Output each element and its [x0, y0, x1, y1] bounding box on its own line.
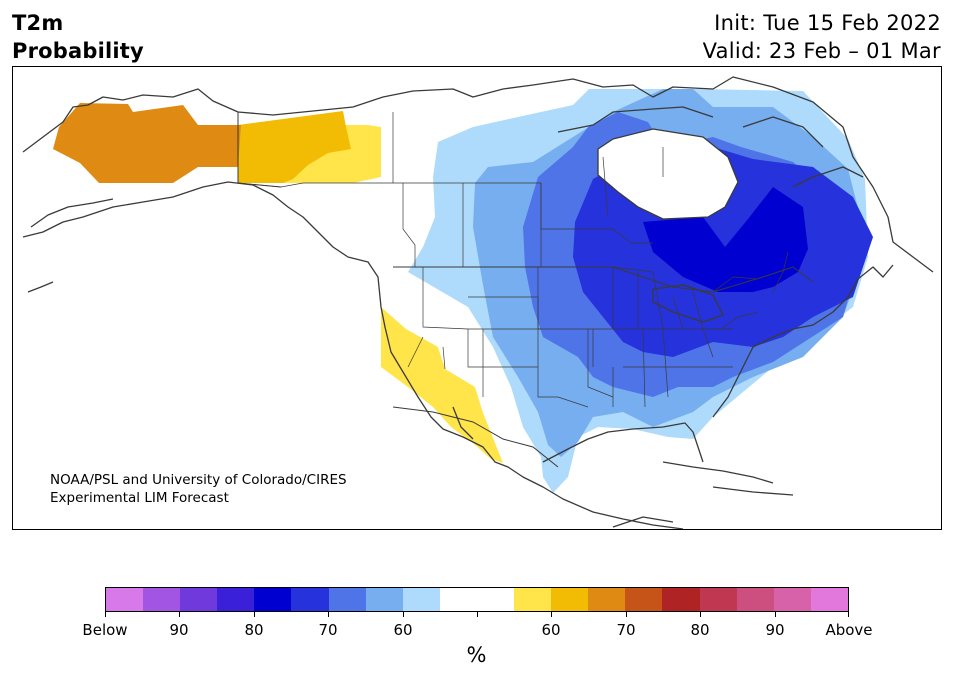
colorbar-swatch	[440, 588, 477, 611]
title-line-1: T2m	[12, 9, 144, 37]
colorbar-swatch	[180, 588, 217, 611]
colorbar-swatch	[254, 588, 291, 611]
colorbar-swatch	[662, 588, 699, 611]
colorbar-tick	[775, 612, 776, 617]
colorbar-tick	[254, 612, 255, 617]
above-65-70-area	[53, 103, 241, 183]
colorbar-swatch	[774, 588, 811, 611]
colorbar-swatch	[700, 588, 737, 611]
colorbar-swatch	[143, 588, 180, 611]
colorbar-swatch	[625, 588, 662, 611]
colorbar-tick-labels: Below9080706060708090Above	[105, 621, 849, 641]
colorbar-swatch	[217, 588, 254, 611]
probability-map	[13, 67, 942, 530]
colorbar-tick-label: Below	[82, 621, 127, 639]
colorbar-tick	[848, 612, 849, 617]
colorbar-swatch	[403, 588, 440, 611]
colorbar-tick	[328, 612, 329, 617]
map-panel: NOAA/PSL and University of Colorado/CIRE…	[12, 66, 942, 530]
credit-line-2: Experimental LIM Forecast	[50, 489, 347, 507]
credit-text: NOAA/PSL and University of Colorado/CIRE…	[50, 471, 347, 507]
colorbar	[105, 587, 849, 612]
colorbar-tick-label: 90	[169, 621, 188, 639]
colorbar-swatch	[106, 588, 143, 611]
colorbar-tick-label: 80	[244, 621, 263, 639]
forecast-dates: Init: Tue 15 Feb 2022 Valid: 23 Feb – 01…	[703, 9, 941, 65]
colorbar-tick-label: Above	[825, 621, 872, 639]
colorbar-tick	[551, 612, 552, 617]
colorbar-tick	[179, 612, 180, 617]
colorbar-unit-label: %	[0, 643, 953, 667]
colorbar-tick	[105, 612, 106, 617]
colorbar-tick-label: 70	[616, 621, 635, 639]
colorbar-tick-label: 60	[393, 621, 412, 639]
colorbar-swatch	[588, 588, 625, 611]
colorbar-tick	[403, 612, 404, 617]
colorbar-swatch	[477, 588, 514, 611]
map-title: T2m Probability	[12, 9, 144, 65]
colorbar-ticks	[105, 612, 849, 618]
colorbar-swatch	[551, 588, 588, 611]
colorbar-tick-label: 60	[541, 621, 560, 639]
title-line-2: Probability	[12, 37, 144, 65]
colorbar-swatch	[329, 588, 366, 611]
colorbar-swatch	[514, 588, 551, 611]
colorbar-tick-label: 80	[690, 621, 709, 639]
colorbar-tick	[477, 612, 478, 617]
init-date: Init: Tue 15 Feb 2022	[703, 9, 941, 37]
colorbar-tick-label: 90	[765, 621, 784, 639]
credit-line-1: NOAA/PSL and University of Colorado/CIRE…	[50, 471, 347, 489]
colorbar-swatch	[811, 588, 848, 611]
colorbar-tick-label: 70	[318, 621, 337, 639]
colorbar-swatch	[291, 588, 328, 611]
colorbar-swatch	[737, 588, 774, 611]
colorbar-tick	[626, 612, 627, 617]
valid-date: Valid: 23 Feb – 01 Mar	[703, 37, 941, 65]
colorbar-swatch	[366, 588, 403, 611]
colorbar-tick	[700, 612, 701, 617]
